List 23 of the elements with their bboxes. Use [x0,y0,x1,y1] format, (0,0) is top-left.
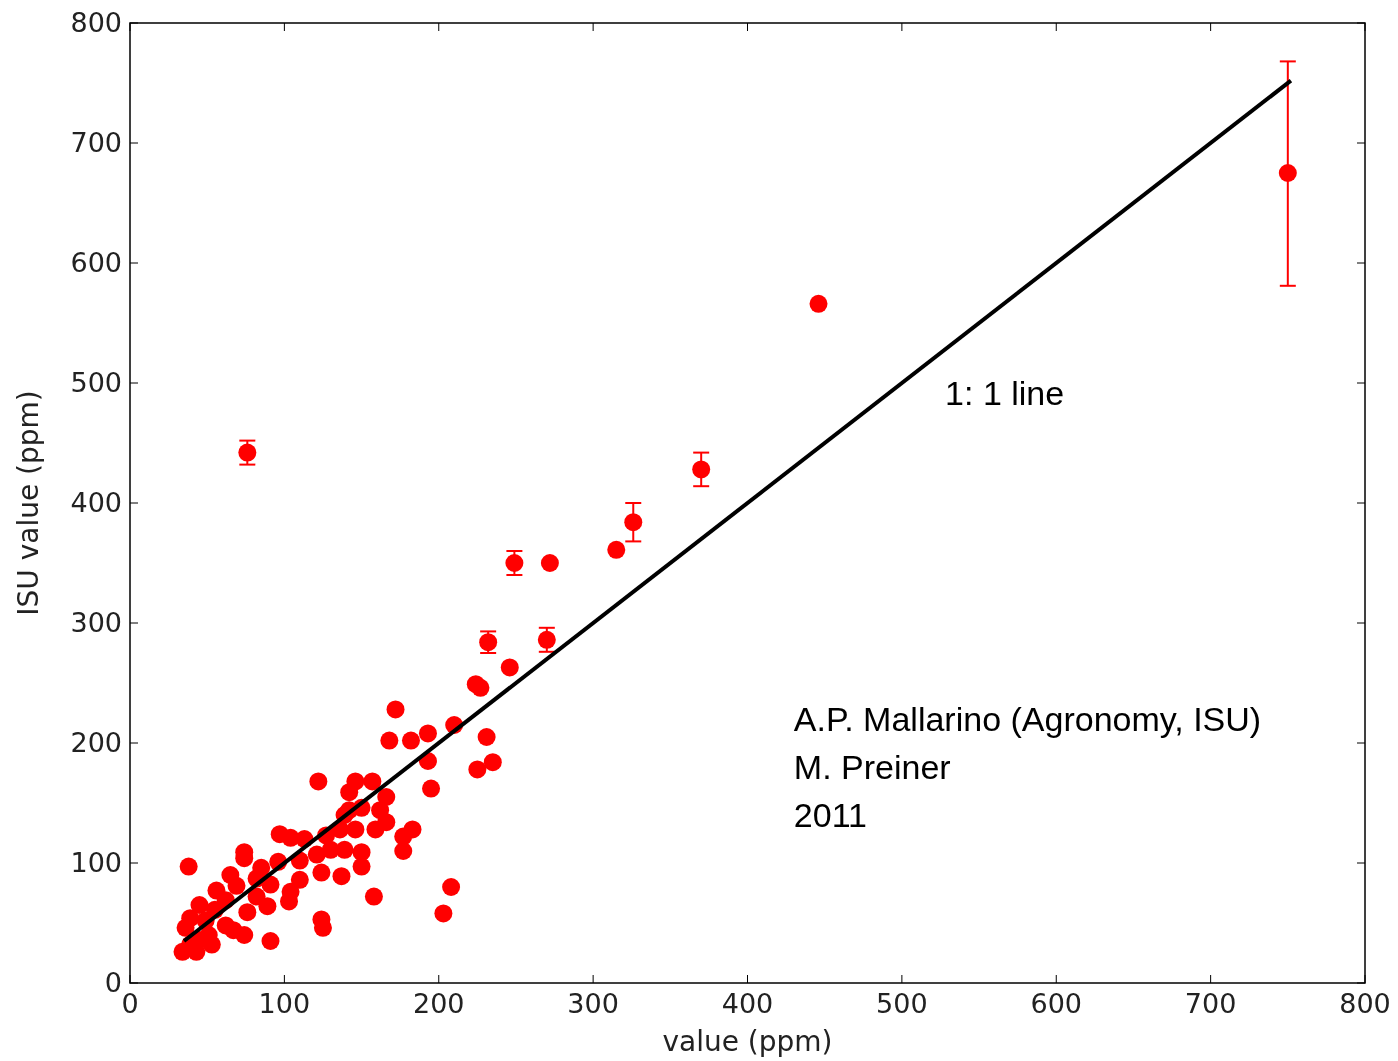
x-axis-title: value (ppm) [662,1025,833,1058]
y-axis-title: ISU value (ppm) [12,390,45,616]
y-tick-label: 400 [70,487,122,519]
x-tick-label: 300 [567,988,619,1019]
x-tick-label: 200 [412,988,465,1019]
annotation: A.P. Mallarino (Agronomy, ISU) [793,700,1262,738]
x-tick-label: 600 [1030,988,1083,1019]
annotation: 1: 1 line [945,373,1065,412]
y-tick-label: 200 [70,727,122,759]
x-tick-label: 800 [1339,988,1391,1019]
x-tick-label: 500 [876,988,928,1019]
x-tick-label: 100 [258,988,311,1019]
y-tick-label: 500 [70,367,122,399]
y-tick-label: 300 [70,607,122,639]
y-tick-label: 800 [70,7,122,39]
y-tick-label: 100 [70,847,122,879]
x-tick-label: 400 [721,988,774,1019]
annotation: 2011 [793,796,867,834]
y-tick-label: 600 [70,247,122,279]
y-tick-label: 0 [104,967,122,999]
y-tick-label: 700 [70,127,122,159]
annotation: M. Preiner [793,748,951,786]
x-tick-label: 700 [1184,988,1237,1019]
